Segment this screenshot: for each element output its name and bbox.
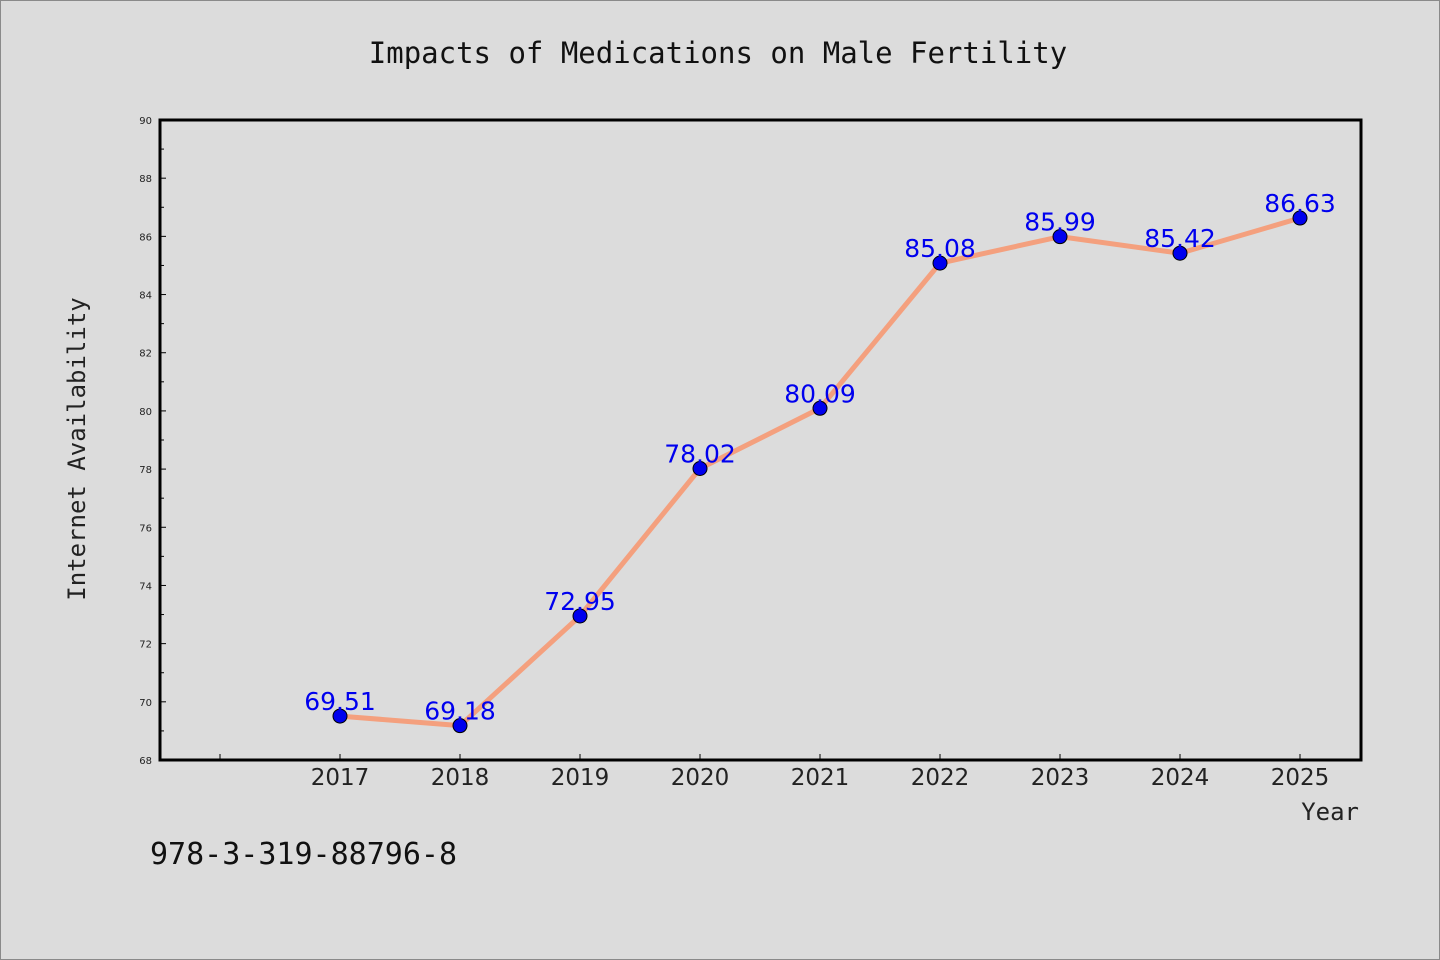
y-tick-label: 70 (139, 698, 152, 709)
plot-area-border (158, 118, 1363, 762)
series-line-group (332, 210, 1308, 734)
y-tick-label: 80 (139, 407, 152, 418)
data-point (812, 400, 828, 416)
data-point (1172, 245, 1188, 261)
data-point (932, 255, 948, 271)
y-axis-ticks: 68 70 72 74 76 78 80 82 84 86 88 90 (139, 116, 166, 767)
data-labels: 69.51 69.18 72.95 78.02 80.09 85.08 85.99 85.42… (304, 189, 1336, 726)
x-tick-label: 2025 (1271, 765, 1330, 791)
y-tick-label: 82 (139, 349, 152, 360)
isbn-annotation: 978-3-319-88796-8 (150, 837, 457, 872)
data-point (332, 708, 348, 724)
series-line (339, 215, 1301, 729)
data-label: 72.95 (544, 587, 616, 616)
x-tick-label: 2020 (671, 765, 730, 791)
x-axis-ticks: 2017 2018 2019 2020 2021 2022 2023 2024 2025 (219, 754, 1330, 791)
x-axis-label: Year (1301, 798, 1359, 826)
y-tick-label: 86 (139, 232, 152, 243)
x-tick-label: 2019 (551, 765, 610, 791)
x-tick-label: 2018 (431, 765, 490, 791)
data-point (1052, 229, 1068, 245)
y-tick-label: 68 (139, 756, 152, 767)
data-point (1292, 210, 1308, 226)
data-label: 86.63 (1264, 189, 1336, 218)
chart-title: Impacts of Medications on Male Fertility (369, 36, 1067, 70)
x-tick-label: 2022 (911, 765, 970, 791)
y-tick-label: 84 (139, 291, 152, 302)
data-label: 85.99 (1024, 208, 1096, 237)
y-tick-label: 76 (139, 523, 152, 534)
data-point (572, 608, 588, 624)
data-point (452, 718, 468, 734)
y-tick-label: 90 (139, 116, 152, 127)
data-label: 85.08 (904, 234, 976, 263)
y-axis-label: Internet Availability (63, 297, 91, 600)
y-tick-label: 78 (139, 465, 152, 476)
x-tick-label: 2023 (1031, 765, 1090, 791)
y-tick-label: 74 (139, 581, 152, 592)
data-label: 69.51 (304, 687, 376, 716)
data-label: 78.02 (664, 440, 736, 469)
x-tick-label: 2017 (311, 765, 370, 791)
x-tick-label: 2021 (791, 765, 850, 791)
y-tick-label: 72 (139, 640, 152, 651)
y-tick-label: 88 (139, 174, 152, 185)
data-label: 69.18 (424, 697, 496, 726)
data-label: 80.09 (784, 379, 856, 408)
data-label: 85.42 (1144, 224, 1216, 253)
data-point (692, 461, 708, 477)
x-tick-label: 2024 (1151, 765, 1210, 791)
